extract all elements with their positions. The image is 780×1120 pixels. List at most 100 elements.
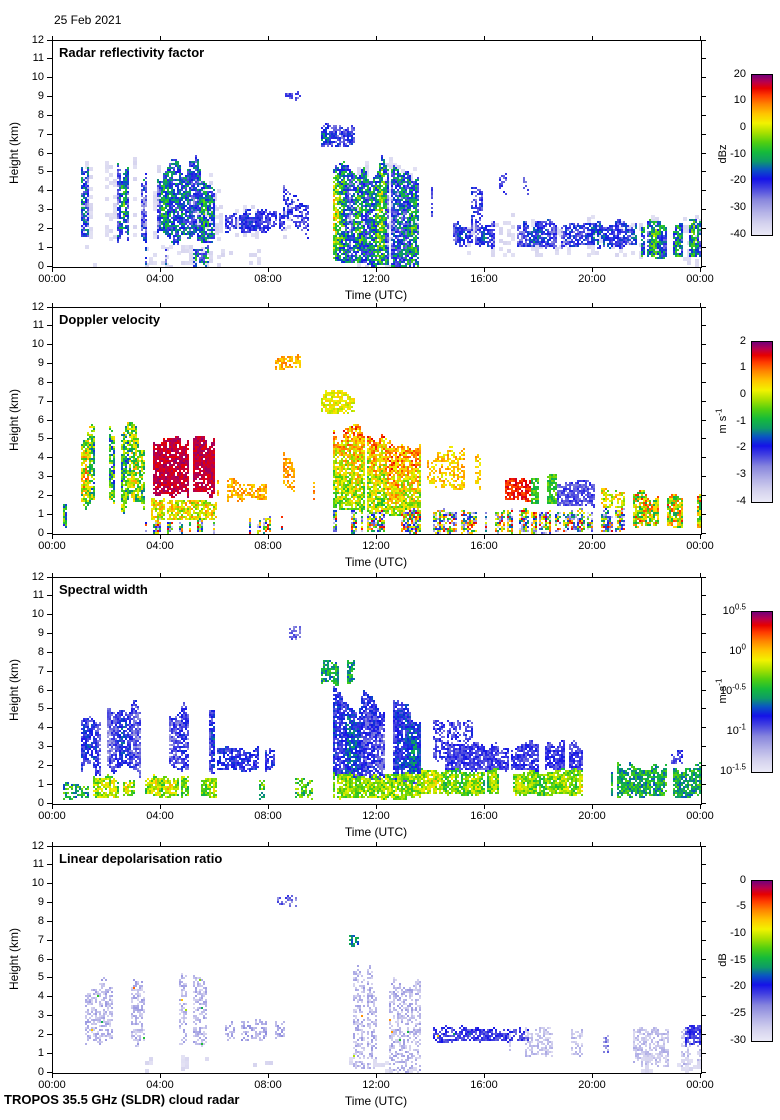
- y-tick: [701, 457, 706, 459]
- y-tick: [701, 746, 706, 747]
- y-tick-label: 6: [37, 413, 44, 426]
- x-tick: [483, 1074, 485, 1078]
- y-tick-label: 5: [37, 432, 44, 445]
- y-tick-label: 2: [37, 488, 44, 501]
- y-tick: [47, 1052, 52, 1054]
- y-tick-label: 4: [37, 451, 44, 464]
- colorbar-tick-label: 10: [733, 94, 746, 107]
- x-tick: [483, 36, 485, 40]
- x-tick: [267, 842, 269, 846]
- x-tick-label: 08:00: [254, 1079, 282, 1091]
- y-tick: [47, 39, 52, 41]
- y-tick: [701, 227, 706, 229]
- y-tick-label: 10: [31, 877, 44, 890]
- panel-title-reflectivity: Radar reflectivity factor: [59, 45, 205, 60]
- x-tick-label: 12:00: [362, 540, 390, 552]
- y-tick: [701, 39, 706, 41]
- panel-spectral-width-plot-area: [52, 577, 702, 805]
- y-tick-label: 11: [32, 52, 44, 65]
- colorbar-unit-label: m s-1: [714, 678, 729, 704]
- x-tick-label: 00:00: [38, 273, 66, 285]
- x-tick: [375, 268, 377, 272]
- y-tick: [701, 419, 706, 421]
- y-tick-label: 3: [37, 740, 44, 752]
- y-tick-label: 8: [37, 914, 44, 927]
- y-tick: [47, 58, 52, 60]
- x-tick: [591, 1074, 593, 1078]
- colorbar-tick-label: -15: [730, 953, 746, 966]
- y-tick: [47, 902, 52, 903]
- y-tick: [701, 96, 706, 97]
- x-tick: [375, 303, 377, 307]
- panel-reflectivity-plot-area: [52, 40, 702, 268]
- y-tick-label: 9: [37, 627, 44, 639]
- colorbar-tick-label: 100.5: [722, 601, 746, 617]
- y-tick: [701, 651, 706, 653]
- date-label: 25 Feb 2021: [54, 13, 122, 27]
- y-tick: [47, 576, 52, 578]
- colorbar-tick-label: 0: [739, 120, 746, 133]
- panel-doppler-velocity-heatmap-canvas: [53, 308, 701, 534]
- y-tick: [701, 400, 706, 402]
- x-tick-label: 12:00: [362, 273, 390, 285]
- panel-reflectivity-heatmap-canvas: [53, 41, 701, 267]
- y-tick: [701, 438, 706, 440]
- x-tick-label: 00:00: [38, 540, 66, 552]
- y-tick: [701, 1015, 706, 1016]
- y-tick: [47, 845, 52, 847]
- y-tick: [47, 746, 52, 747]
- y-tick-label: 9: [37, 357, 44, 369]
- x-tick: [483, 573, 485, 577]
- x-tick-label: 16:00: [470, 810, 498, 822]
- y-tick: [701, 77, 706, 79]
- y-tick: [701, 246, 706, 248]
- y-tick-label: 10: [31, 338, 44, 351]
- y-tick-label: 8: [37, 645, 44, 658]
- y-tick: [47, 419, 52, 421]
- y-tick: [47, 783, 52, 785]
- instrument-caption: TROPOS 35.5 GHz (SLDR) cloud radar: [4, 1092, 240, 1107]
- y-tick: [47, 1071, 52, 1073]
- x-tick: [483, 535, 485, 539]
- y-tick: [701, 958, 706, 960]
- y-tick-label: 8: [37, 108, 44, 121]
- y-tick: [47, 883, 52, 885]
- y-axis-label: Height (km): [7, 659, 21, 722]
- y-tick: [47, 996, 52, 998]
- y-tick: [701, 883, 706, 885]
- x-tick: [51, 303, 53, 307]
- y-tick: [47, 864, 52, 866]
- y-tick-label: 1: [37, 1046, 44, 1059]
- x-tick: [699, 1074, 701, 1078]
- y-tick-label: 5: [37, 165, 44, 178]
- y-tick: [701, 133, 706, 135]
- x-tick: [267, 1074, 269, 1078]
- y-tick: [47, 325, 52, 327]
- x-tick: [699, 842, 701, 846]
- colorbar-tick-label: 100: [729, 641, 746, 657]
- y-tick: [701, 845, 706, 847]
- x-tick: [375, 842, 377, 846]
- x-tick: [375, 573, 377, 577]
- colorbar-ldr-gradient-canvas: [752, 881, 772, 1041]
- x-tick-label: 04:00: [146, 810, 174, 822]
- colorbar-tick-label: 2: [739, 334, 746, 347]
- y-tick-label: 0: [37, 526, 44, 539]
- y-tick-label: 1: [37, 777, 44, 790]
- colorbar-tick-label: 20: [733, 67, 746, 80]
- x-tick: [483, 805, 485, 809]
- x-tick: [375, 1074, 377, 1078]
- x-tick: [483, 268, 485, 272]
- y-tick: [47, 381, 52, 383]
- y-tick: [701, 633, 706, 634]
- panel-title-ldr: Linear depolarisation ratio: [59, 851, 223, 866]
- x-tick: [267, 573, 269, 577]
- colorbar-tick-label: 10-1: [726, 721, 746, 737]
- y-tick-label: 4: [37, 990, 44, 1003]
- x-tick-label: 20:00: [578, 273, 606, 285]
- y-tick: [47, 227, 52, 229]
- x-tick: [159, 805, 161, 809]
- y-tick: [47, 513, 52, 515]
- y-tick: [47, 114, 52, 116]
- y-tick-label: 7: [37, 664, 44, 677]
